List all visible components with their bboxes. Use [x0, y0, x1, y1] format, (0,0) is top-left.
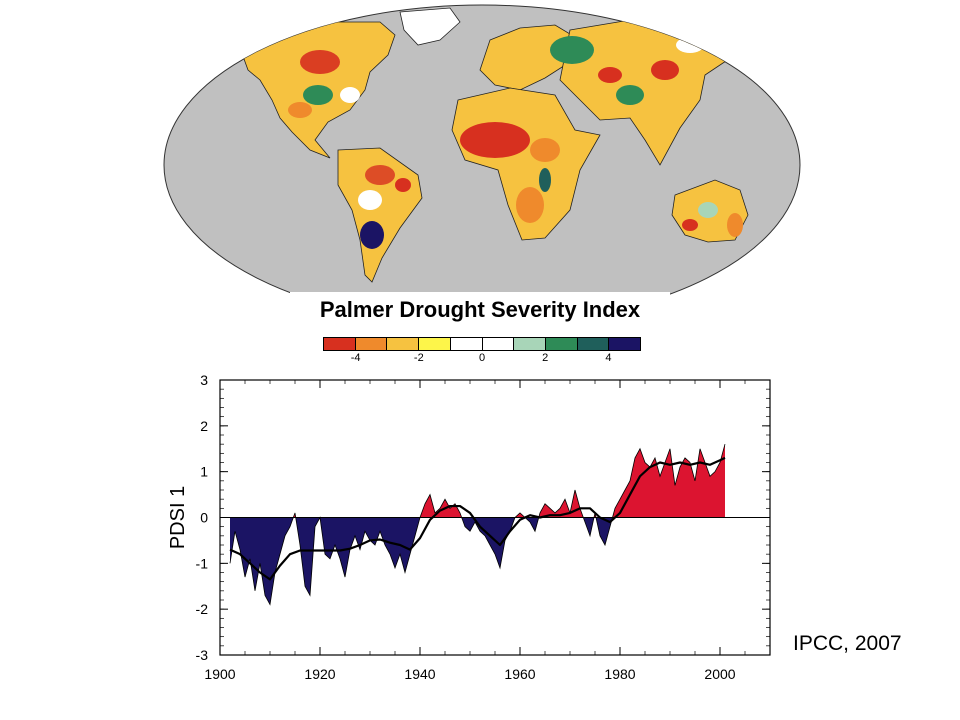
y-tick-label: 2 [200, 418, 208, 434]
negative-area-segment [325, 517, 330, 559]
negative-area-segment [370, 517, 375, 545]
negative-area-segment [485, 517, 490, 545]
map-title: Palmer Drought Severity Index [290, 292, 670, 328]
colorbar-swatch [577, 338, 610, 350]
continents [239, 7, 749, 283]
colorbar-swatch [355, 338, 388, 350]
negative-area-segment [530, 517, 535, 532]
y-tick-label: -2 [196, 601, 209, 617]
map-svg [163, 4, 801, 326]
positive-area-segment [540, 503, 545, 518]
chart-svg: -3 -2 -1 0 1 2 3 1900 1920 1940 1960 1980 2000 PDSI 1 [167, 372, 771, 682]
negative-area-segment [265, 517, 270, 605]
positive-area-segment [560, 499, 565, 518]
negative-area-segment [470, 517, 475, 532]
positive-area-segment [612, 508, 615, 518]
positive-area-segment [665, 448, 670, 518]
colorbar-tick-label: -4 [350, 352, 361, 364]
colorbar-tick-labels: -4 -2 0 2 4 [324, 352, 640, 366]
colorbar-swatch [419, 338, 451, 350]
negative-area-segment [355, 517, 360, 550]
world-drought-map [160, 0, 810, 330]
positive-area-segment [690, 462, 695, 518]
colorbar-tick-label: 4 [605, 352, 612, 364]
positive-area-segment [705, 462, 710, 518]
y-tick-label: 1 [200, 464, 208, 480]
positive-area-segment [680, 457, 685, 518]
positive-area-segment [695, 448, 700, 518]
colorbar-swatch [482, 338, 515, 350]
citation: IPCC, 2007 [793, 632, 902, 655]
positive-area-segment [455, 503, 460, 518]
negative-area-segment [280, 517, 285, 555]
positive-area-segment [670, 448, 675, 518]
annual-pdsi-line [229, 444, 726, 606]
negative-area-segment [260, 517, 265, 596]
negative-area-segment [375, 517, 380, 545]
colorbar [323, 337, 641, 351]
colorbar-swatch [324, 338, 356, 350]
negative-area-segment [605, 517, 610, 545]
colorbar-tick-label: 2 [542, 352, 549, 364]
y-axis-label: PDSI 1 [167, 486, 189, 549]
positive-area-segment [685, 457, 690, 518]
negative-area-segment [350, 517, 355, 550]
y-tick-label: 0 [200, 510, 208, 526]
colorbar-swatch [450, 338, 483, 350]
smoothed-pdsi-line [229, 456, 726, 581]
negative-area-segment [285, 517, 290, 536]
colorbar-swatch [387, 338, 420, 350]
x-tick-label: 1920 [304, 666, 335, 682]
pdsi-patches [288, 34, 743, 249]
negative-area-segment [345, 517, 350, 578]
colorbar-swatch [545, 338, 578, 350]
positive-area-segment [650, 457, 655, 518]
positive-area-segment [720, 444, 725, 518]
positive-area-segment [715, 462, 720, 518]
colorbar-tick-label: -2 [413, 352, 424, 364]
negative-area-segment [270, 517, 275, 605]
colorbar-tick-label: 0 [478, 352, 486, 364]
x-tick-label: 1940 [404, 666, 435, 682]
positive-area-segment [645, 462, 650, 518]
positive-area-segment [710, 471, 715, 518]
x-tick-label: 1960 [504, 666, 535, 682]
negative-area-segment [320, 517, 325, 555]
negative-area-segment [250, 517, 255, 591]
y-tick-label: 3 [200, 372, 208, 388]
negative-area-segment [230, 517, 235, 564]
positive-area-segment [675, 467, 680, 518]
x-tick-label: 2000 [704, 666, 735, 682]
negative-area-segment [610, 517, 613, 527]
negative-area-segment [255, 517, 260, 591]
negative-area-segment [235, 517, 240, 550]
negative-area-segment [315, 517, 320, 527]
colorbar-swatch [514, 338, 546, 350]
positive-area-segment [640, 448, 645, 518]
negative-area-segment [300, 517, 305, 587]
y-tick-label: -3 [196, 647, 209, 663]
x-tick-label: 1980 [604, 666, 635, 682]
negative-area-segment [490, 517, 495, 555]
greenland-shape [399, 7, 461, 46]
negative-area-segment [385, 517, 390, 555]
negative-area-segment [380, 517, 385, 545]
x-tick-label: 1900 [204, 666, 235, 682]
negative-area-segment [410, 517, 415, 555]
negative-area-segment [240, 517, 245, 578]
pdsi-time-series-chart: -3 -2 -1 0 1 2 3 1900 1920 1940 1960 1980 2000 PDSI 1 [150, 365, 790, 715]
positive-area-segment [700, 448, 705, 518]
negative-area-segment [600, 517, 605, 545]
colorbar-swatch [609, 338, 641, 350]
positive-area-segment [425, 494, 430, 518]
negative-area-segment [395, 517, 400, 568]
positive-area-segment [660, 462, 665, 518]
positive-area-segment [580, 508, 584, 518]
negative-area-segment [305, 517, 310, 596]
y-tick-label: -1 [196, 555, 209, 571]
negative-area-segment [360, 517, 365, 550]
negative-area-segment [365, 517, 370, 541]
